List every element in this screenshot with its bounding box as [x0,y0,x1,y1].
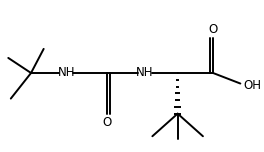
Text: O: O [102,116,111,129]
Text: NH: NH [136,66,154,79]
Text: NH: NH [58,66,75,79]
Text: OH: OH [243,79,261,92]
Text: O: O [208,23,218,36]
